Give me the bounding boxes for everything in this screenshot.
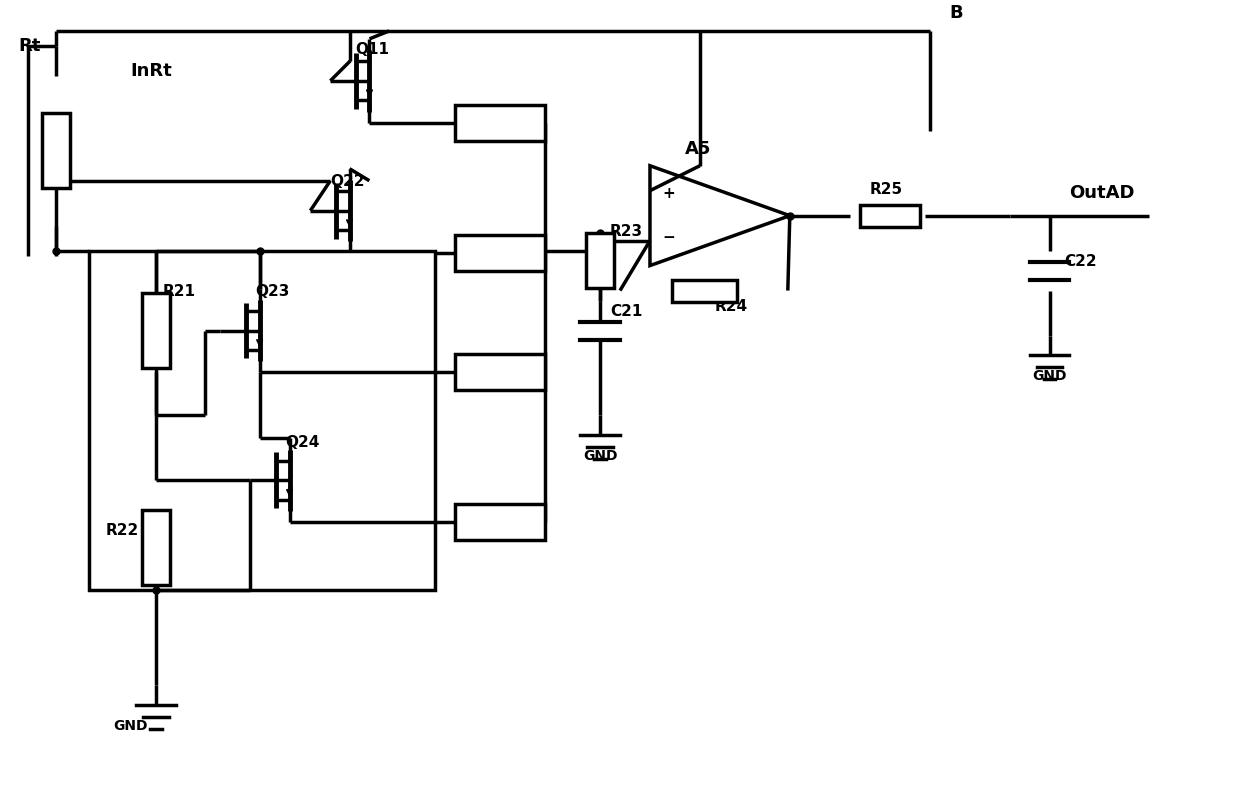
Bar <box>455 104 546 141</box>
Text: B: B <box>950 4 963 22</box>
Text: Rt: Rt <box>19 37 41 55</box>
Bar <box>42 113 69 188</box>
Text: R22: R22 <box>105 524 139 539</box>
Text: R25: R25 <box>869 181 903 197</box>
Text: +: + <box>662 186 675 201</box>
Text: C21: C21 <box>610 304 642 319</box>
Bar <box>859 205 920 227</box>
Text: R21: R21 <box>162 283 196 298</box>
Text: GND: GND <box>583 449 618 463</box>
Text: Q24: Q24 <box>285 436 320 451</box>
Text: R24: R24 <box>715 298 748 313</box>
Text: GND: GND <box>1032 370 1066 383</box>
Text: IO3_A1: IO3_A1 <box>460 516 508 529</box>
Text: InRt: InRt <box>130 62 172 80</box>
Text: R23: R23 <box>610 224 644 239</box>
Text: Q22: Q22 <box>330 173 365 188</box>
Bar <box>672 279 738 301</box>
Bar <box>455 504 546 540</box>
Text: IO1_A1: IO1_A1 <box>460 246 508 259</box>
Bar <box>455 355 546 390</box>
Bar <box>141 293 170 368</box>
Bar <box>141 509 170 585</box>
Text: GND: GND <box>113 719 148 733</box>
Text: OutAD: OutAD <box>1069 184 1135 202</box>
Text: C22: C22 <box>1064 254 1097 268</box>
Text: −: − <box>662 230 675 245</box>
Text: IO0_A1: IO0_A1 <box>460 116 508 130</box>
Text: A5: A5 <box>684 140 712 158</box>
Bar <box>455 235 546 271</box>
Bar <box>88 250 435 590</box>
Text: Q11: Q11 <box>356 42 389 57</box>
Text: IO2_A1: IO2_A1 <box>460 366 508 379</box>
Bar <box>587 233 614 288</box>
Text: Q23: Q23 <box>255 283 290 298</box>
